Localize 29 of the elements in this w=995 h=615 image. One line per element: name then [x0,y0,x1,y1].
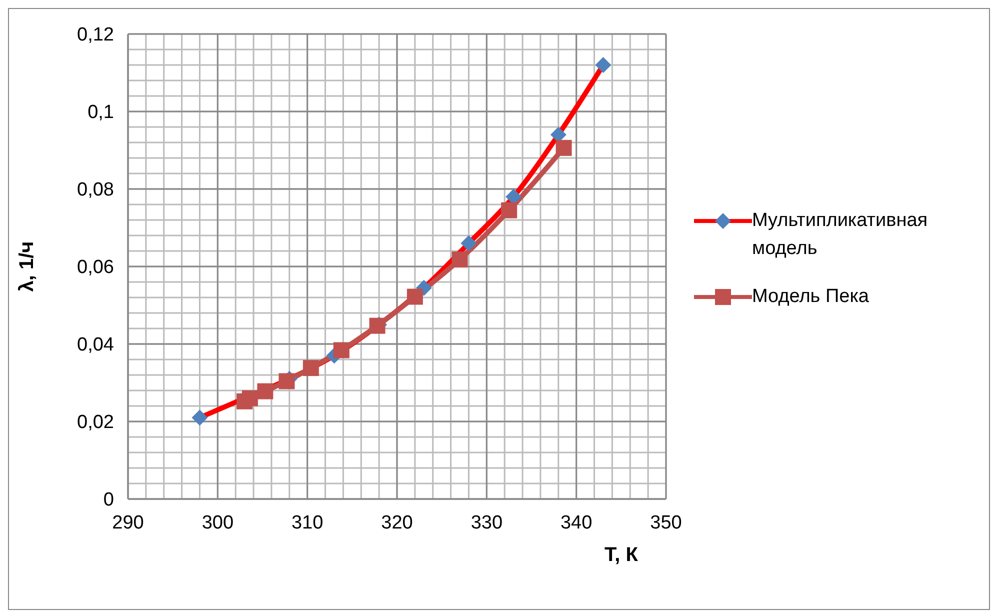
x-tick-label: 330 [470,512,503,534]
x-tick-label: 310 [291,512,324,534]
point [556,140,572,156]
point [278,373,295,390]
y-tick-label: 0,06 [77,257,114,278]
y-tick-label: 0,1 [88,102,114,124]
x-tick-label: 340 [560,512,592,534]
point [460,235,477,252]
x-axis-title: Т, К [604,544,639,566]
point [192,410,208,426]
x-tick-label: 290 [112,512,144,534]
x-tick-label: 300 [202,512,234,534]
point [302,360,319,376]
legend-label: Модель Пека [752,285,869,309]
point [257,383,274,400]
point [406,288,423,305]
y-tick-label: 0,12 [77,24,114,46]
y-tick-label: 0,02 [77,412,114,434]
y-tick-label: 0,08 [77,180,114,201]
x-tick-label: 350 [650,512,682,534]
x-tick-label: 320 [381,512,413,534]
y-tick-label: 0 [103,490,114,511]
point [452,252,468,268]
y-tick-label: 0,04 [77,334,114,356]
point [501,202,518,218]
point [595,57,612,73]
legend-label: Мультипликативная модель [752,209,929,261]
point [333,342,350,358]
y-axis-title: λ, 1/ч [16,241,38,292]
